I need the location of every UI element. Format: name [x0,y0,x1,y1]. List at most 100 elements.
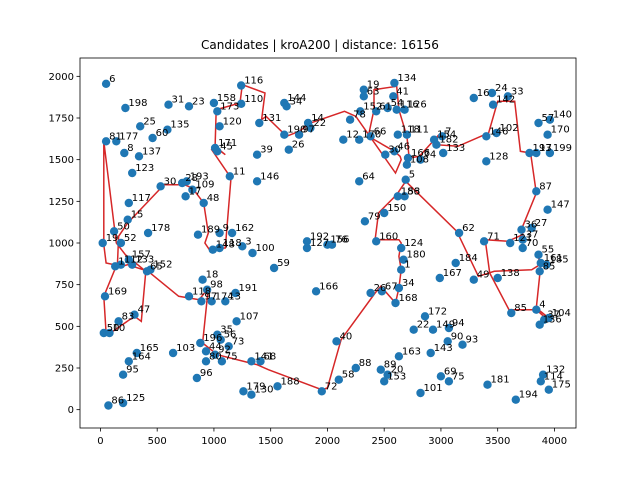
x-tick-label: 3500 [485,436,510,447]
city-label: 140 [553,110,572,121]
city-point [128,260,137,269]
city-label: 93 [466,335,479,346]
city-label: 164 [132,351,151,362]
city-point [372,237,381,246]
city-label: 80 [209,351,222,362]
city-point [216,335,225,344]
city-label: 36 [525,220,538,231]
city-label: 175 [552,380,571,391]
city-label: 130 [254,385,273,396]
city-label: 18 [206,270,219,281]
city-label: 98 [210,280,223,291]
city-label: 85 [514,303,527,314]
city-label: 49 [477,270,490,281]
city-point [517,225,526,234]
city-point [376,365,385,374]
city-point [146,265,155,274]
city-label: 81 [109,131,122,142]
city-label: 188 [281,376,300,387]
city-label: 22 [417,320,430,331]
city-label: 58 [342,370,355,381]
x-tick-label: 4000 [542,436,567,447]
city-point [215,228,224,238]
city-point [105,328,114,338]
city-point [252,150,262,159]
city-point [380,208,389,218]
city-label: 138 [501,268,520,279]
city-label: 35 [220,325,233,336]
city-label: 161 [544,253,563,264]
city-label: 50 [117,221,130,232]
city-label: 14 [311,113,324,124]
city-label: 137 [142,146,161,157]
city-label: 182 [439,135,458,146]
city-label: 1 [118,256,124,267]
city-point [372,107,381,116]
city-label: 125 [126,393,145,404]
city-point [123,215,132,224]
city-label: 193 [533,143,552,154]
city-label: 24 [495,83,508,94]
city-point [538,370,548,379]
city-label: 90 [451,331,464,342]
city-label: 173 [220,101,239,112]
city-label: 15 [131,210,144,221]
city-point [482,132,491,141]
city-label: 107 [240,311,259,322]
y-tick-label: 1250 [49,197,74,208]
city-point [302,237,312,246]
city-label: 40 [340,331,353,342]
city-label: 109 [195,180,214,191]
city-point [534,250,543,259]
city-point [198,275,207,284]
city-point [381,150,390,159]
y-tick-label: 0 [68,405,74,416]
city-point [134,152,144,161]
city-label: 141 [254,351,273,362]
city-point [124,198,133,208]
city-label: 4 [539,300,545,311]
city-label: 103 [176,343,195,354]
city-point [443,337,452,346]
city-label: 131 [262,113,281,124]
city-label: 30 [164,176,177,187]
city-label: 135 [170,120,189,131]
city-label: 5 [409,170,415,181]
city-label: 86 [111,396,124,407]
city-label: 95 [126,365,139,376]
city-label: 47 [138,305,151,316]
city-point [393,192,402,201]
city-label: 189 [201,225,220,236]
city-label: 6 [109,74,115,85]
city-label: 55 [542,245,555,256]
city-point [227,228,237,238]
city-label: 170 [362,130,381,141]
city-point [193,230,203,239]
city-label: 46 [397,141,410,152]
city-label: 185 [550,255,569,266]
city-label: 44 [209,341,222,352]
city-label: 76 [335,235,348,246]
city-point [164,100,173,109]
city-label: 152 [363,101,382,112]
chart-title: Candidates | kroA200 | distance: 16156 [201,38,439,52]
city-label: 50 [107,323,120,334]
city-point [207,297,216,306]
city-point [188,185,197,194]
city-label: 34 [290,96,303,107]
city-point [511,395,520,404]
city-point [377,287,387,296]
city-label: 104 [552,308,571,319]
city-point [184,102,194,111]
y-axis: 0 250 500 750 1000 1250 1500 1750 2000 [49,72,80,416]
city-label: 56 [224,330,237,341]
city-label: 57 [542,113,555,124]
city-label: 192 [310,231,329,242]
city-point [269,263,279,273]
city-point [148,133,157,143]
city-point [391,298,400,308]
city-label: 85 [543,261,556,272]
city-point [493,273,502,283]
city-point [100,292,110,301]
